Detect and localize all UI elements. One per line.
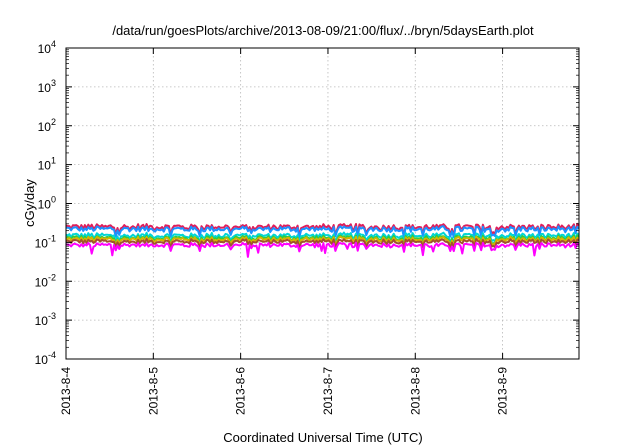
x-axis-label: Coordinated Universal Time (UTC): [223, 430, 422, 445]
x-tick-label: 2013-8-8: [408, 367, 422, 415]
series-line: [65, 231, 580, 246]
x-tick-label: 2013-8-6: [234, 367, 248, 415]
y-tick-label: 101: [38, 156, 56, 173]
y-axis-label: cGy/day: [22, 179, 37, 227]
chart-title: /data/run/goesPlots/archive/2013-08-09/2…: [112, 23, 534, 38]
series-line: [65, 235, 580, 249]
x-tick-label: 2013-8-9: [496, 367, 510, 415]
series-lines: [65, 222, 580, 258]
y-tick-label: 10-4: [35, 350, 56, 367]
series-line: [65, 225, 580, 240]
y-tick-label: 102: [38, 117, 56, 134]
x-tick-label: 2013-8-5: [146, 367, 160, 415]
y-tick-label: 104: [38, 39, 56, 56]
y-tick-label: 10-2: [35, 272, 56, 289]
series-line: [65, 222, 580, 238]
x-tick-label: 2013-8-7: [321, 367, 335, 415]
y-tick-label: 10-1: [35, 233, 56, 250]
series-line: [65, 241, 580, 258]
series-line: [65, 238, 580, 250]
y-tick-label: 100: [38, 195, 56, 212]
grid: [66, 48, 579, 359]
y-tick-label: 10-3: [35, 311, 56, 328]
x-tick-label: 2013-8-4: [59, 367, 73, 415]
y-axis-ticks: 104 103 102 101 100 10-1 10-2 10-3 10-4: [35, 39, 579, 367]
y-tick-label: 103: [38, 78, 56, 95]
x-axis-ticks: 2013-8-4 2013-8-5 2013-8-6 2013-8-7 2013-8-8…: [59, 48, 510, 415]
